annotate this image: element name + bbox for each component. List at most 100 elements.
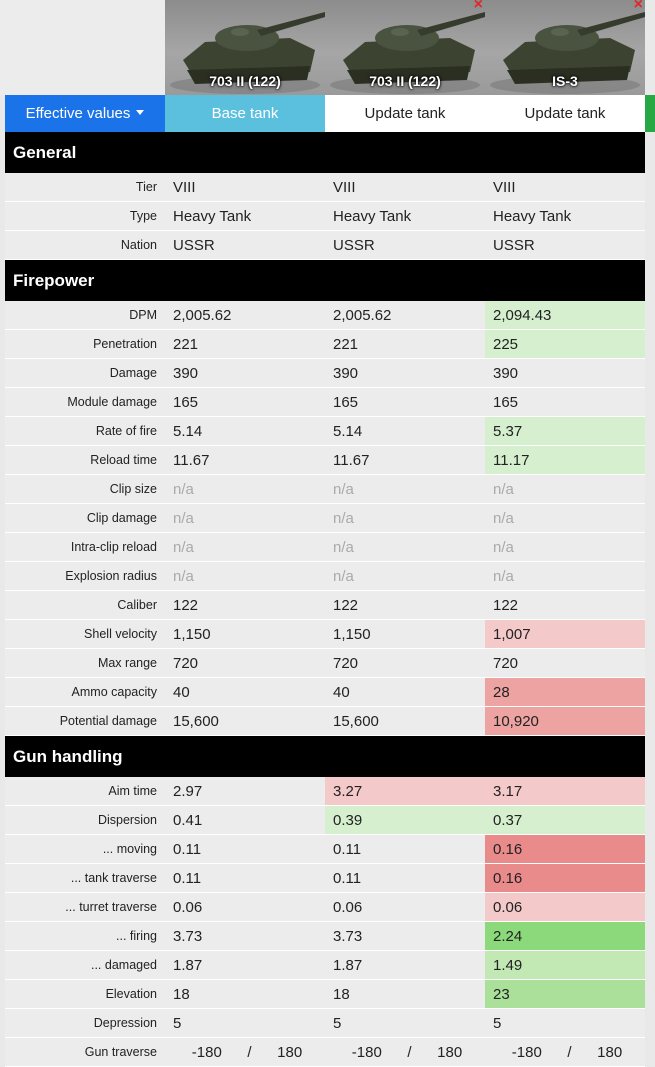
stat-value: 0.06: [325, 892, 485, 922]
stat-value: 122: [485, 590, 645, 620]
stat-value: n/a: [165, 561, 325, 591]
update-tank-button[interactable]: Update tank: [485, 95, 645, 132]
stat-value: 18: [165, 979, 325, 1009]
row-label: Tier: [5, 173, 165, 202]
row-label: Aim time: [5, 777, 165, 806]
stat-value: 122: [165, 590, 325, 620]
section-header: Firepower: [5, 259, 645, 301]
tank-card[interactable]: 703 II (122) ×: [325, 0, 485, 95]
traverse-right: 180: [597, 1043, 623, 1061]
stat-value: n/a: [485, 503, 645, 533]
stat-value: 40: [325, 677, 485, 707]
table-row: Rate of fire 5.14 5.14 5.37: [5, 416, 645, 446]
stat-value: USSR: [165, 230, 325, 260]
row-label: DPM: [5, 301, 165, 330]
stat-value: 2.97: [165, 777, 325, 806]
table-row: Elevation 18 18 23: [5, 979, 645, 1009]
row-label: Max range: [5, 648, 165, 678]
table-row: ... moving 0.11 0.11 0.16: [5, 834, 645, 864]
stat-value: n/a: [485, 532, 645, 562]
table-row: Gun traverse -180 / 180 -180 / 180 -180 / 180: [5, 1037, 645, 1067]
tank-name: 703 II (122): [369, 73, 441, 89]
stat-value: Heavy Tank: [485, 201, 645, 231]
stat-value: 3.17: [485, 777, 645, 806]
stat-value: 0.39: [325, 805, 485, 835]
table-row: Clip size n/a n/a n/a: [5, 474, 645, 504]
table-row: Depression 5 5 5: [5, 1008, 645, 1038]
row-label: Caliber: [5, 590, 165, 620]
section-title: Firepower: [5, 259, 645, 301]
section-title: General: [5, 132, 645, 173]
traverse-right: 180: [277, 1043, 303, 1061]
stat-value: VIII: [325, 173, 485, 202]
base-tank-button[interactable]: Base tank: [165, 95, 325, 132]
stat-value: 1.49: [485, 950, 645, 980]
stat-value: 11.67: [325, 445, 485, 475]
row-label: Rate of fire: [5, 416, 165, 446]
stat-value: n/a: [325, 532, 485, 562]
traverse-left: -180: [351, 1043, 382, 1061]
row-label: Clip damage: [5, 503, 165, 533]
tank-image: [170, 12, 325, 94]
row-label: Shell velocity: [5, 619, 165, 649]
stat-value: 1.87: [165, 950, 325, 980]
stat-value: 165: [165, 387, 325, 417]
stat-value: n/a: [325, 561, 485, 591]
stat-value: 122: [325, 590, 485, 620]
close-icon[interactable]: ×: [473, 0, 483, 13]
table-row: Intra-clip reload n/a n/a n/a: [5, 532, 645, 562]
stat-value: 2,005.62: [325, 301, 485, 330]
tank-image: [330, 12, 485, 94]
table-row: Module damage 165 165 165: [5, 387, 645, 417]
stat-value: 5.14: [325, 416, 485, 446]
stat-value: 2,094.43: [485, 301, 645, 330]
stat-value: 5: [485, 1008, 645, 1038]
stat-value: 11.17: [485, 445, 645, 475]
row-label: Explosion radius: [5, 561, 165, 591]
stat-value: 221: [325, 329, 485, 359]
table-row: Dispersion 0.41 0.39 0.37: [5, 805, 645, 835]
stat-value: n/a: [165, 503, 325, 533]
stat-value: 0.16: [485, 834, 645, 864]
effective-values-label: Effective values: [25, 105, 131, 122]
traverse-left: -180: [191, 1043, 222, 1061]
table-row: ... damaged 1.87 1.87 1.49: [5, 950, 645, 980]
comparison-table: General Tier VIII VIII VIII Type Heavy Tank Hea…: [5, 132, 645, 1067]
tank-card[interactable]: 703 II (122): [165, 0, 325, 95]
stat-value: n/a: [325, 503, 485, 533]
stat-value: 28: [485, 677, 645, 707]
row-label: Reload time: [5, 445, 165, 475]
stat-value: 0.11: [165, 863, 325, 893]
stat-value: 1,150: [325, 619, 485, 649]
row-label: ... firing: [5, 921, 165, 951]
row-label: Dispersion: [5, 805, 165, 835]
stat-value: 0.11: [325, 834, 485, 864]
section-header: General: [5, 132, 645, 173]
table-row: Shell velocity 1,150 1,150 1,007: [5, 619, 645, 649]
next-column-edge[interactable]: [645, 95, 655, 132]
tank-card[interactable]: IS-3 ×: [485, 0, 645, 95]
row-label: Intra-clip reload: [5, 532, 165, 562]
traverse-sep: /: [407, 1043, 412, 1061]
effective-values-dropdown[interactable]: Effective values: [5, 95, 165, 132]
stat-value: 15,600: [325, 706, 485, 736]
stat-value: 0.16: [485, 863, 645, 893]
gun-traverse-value: -180 / 180: [325, 1037, 485, 1067]
close-icon[interactable]: ×: [633, 0, 643, 13]
update-tank-button[interactable]: Update tank: [325, 95, 485, 132]
table-row: Caliber 122 122 122: [5, 590, 645, 620]
stat-value: 0.06: [485, 892, 645, 922]
row-label: Nation: [5, 230, 165, 260]
row-label: ... moving: [5, 834, 165, 864]
row-label: ... tank traverse: [5, 863, 165, 893]
stat-value: 0.41: [165, 805, 325, 835]
stat-value: 165: [485, 387, 645, 417]
stat-value: VIII: [485, 173, 645, 202]
row-label: Elevation: [5, 979, 165, 1009]
table-row: ... firing 3.73 3.73 2.24: [5, 921, 645, 951]
stat-value: 40: [165, 677, 325, 707]
stat-value: 390: [485, 358, 645, 388]
row-label: Module damage: [5, 387, 165, 417]
stat-value: USSR: [325, 230, 485, 260]
table-row: DPM 2,005.62 2,005.62 2,094.43: [5, 301, 645, 330]
